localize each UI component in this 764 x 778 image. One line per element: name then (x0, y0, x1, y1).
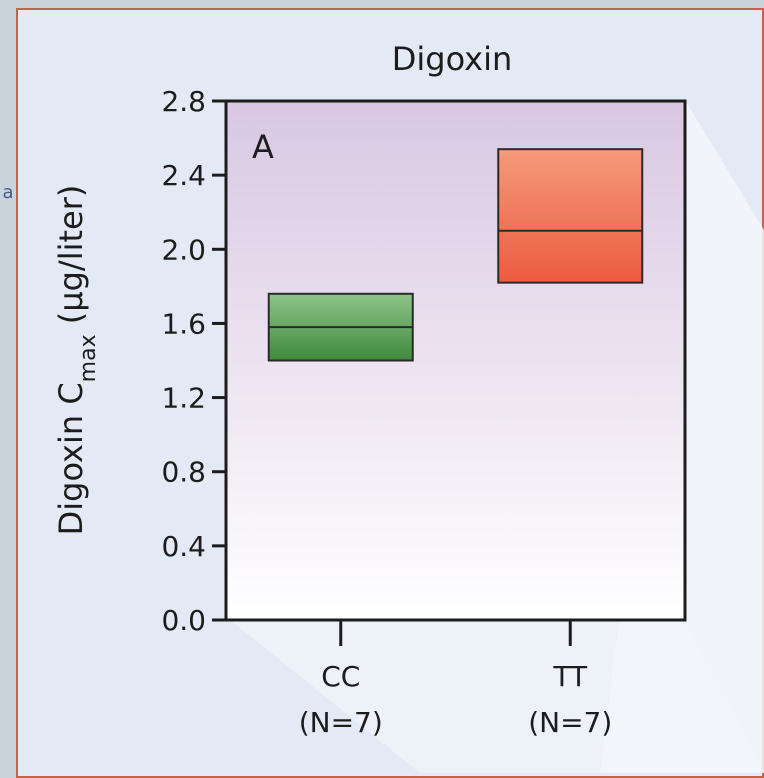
box-tt (497, 148, 644, 284)
y-axis-label-main: Digoxin C (52, 382, 90, 535)
box-series (267, 148, 644, 362)
y-tick-label: 0.0 (161, 604, 206, 637)
x-axis-categories: CC (N=7) TT (N=7) (299, 620, 612, 739)
y-tick-label: 2.8 (161, 85, 206, 118)
y-tick-label: 2.0 (161, 233, 206, 266)
y-tick-label: 0.4 (161, 530, 206, 563)
decor-shape-bottom (230, 620, 764, 773)
y-tick-label: 2.4 (161, 159, 206, 192)
y-axis-label-unit: (μg/liter) (52, 185, 90, 335)
y-axis-label-sub: max (76, 334, 101, 382)
x-category-label: CC (321, 660, 360, 693)
y-tick-label: 1.2 (161, 382, 206, 415)
y-tick-label: 1.6 (161, 307, 206, 340)
x-category-label: TT (552, 660, 588, 693)
x-category-count: (N=7) (528, 706, 612, 739)
x-category-count: (N=7) (299, 706, 383, 739)
y-tick-label: 0.8 (161, 456, 206, 489)
y-axis-ticks: 0.0 0.4 0.8 1.2 1.6 2.0 2.4 2.8 (161, 85, 226, 637)
y-axis-label: Digoxin Cmax (μg/liter) (52, 185, 101, 536)
chart-title: Digoxin (392, 40, 513, 78)
side-glyph: a (2, 182, 14, 203)
panel-label: A (252, 128, 274, 166)
